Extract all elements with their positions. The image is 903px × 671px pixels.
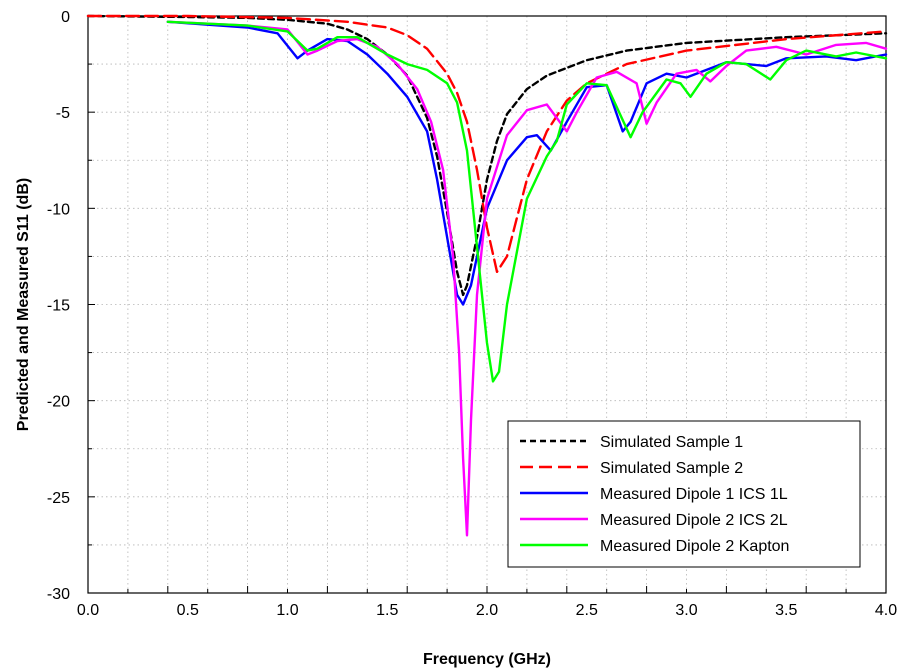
- x-tick-label: 0.0: [77, 602, 99, 619]
- legend-label: Simulated Sample 1: [600, 434, 743, 451]
- y-tick-label: -25: [47, 490, 70, 507]
- series-line-1: [86, 14, 888, 297]
- x-tick-label: 2.5: [576, 602, 598, 619]
- x-tick-label: 3.5: [775, 602, 797, 619]
- x-tick-label: 0.5: [177, 602, 199, 619]
- y-tick-label: -5: [56, 105, 70, 122]
- y-tick-label: 0: [61, 9, 70, 26]
- grid: [87, 15, 887, 594]
- series-line-4: [166, 20, 888, 537]
- x-tick-label: 4.0: [875, 602, 897, 619]
- y-tick-label: -30: [47, 586, 70, 603]
- series-line-5: [166, 20, 888, 383]
- series-line-3: [166, 20, 888, 306]
- legend-label: Measured Dipole 1 ICS 1L: [600, 486, 788, 503]
- x-tick-label: 3.0: [675, 602, 697, 619]
- x-axis-title: Frequency (GHz): [423, 651, 551, 668]
- axis-ticks: 0.0 0.5 1.0 1.5 2.0 2.5 3.0 3.5 4.0 0 -5 -10 -15 -20 -…: [47, 9, 897, 619]
- legend: Simulated Sample 1 Simulated Sample 2 Meas…: [507, 420, 861, 568]
- y-tick-label: -20: [47, 394, 70, 411]
- y-tick-label: -10: [47, 201, 70, 218]
- legend-label: Simulated Sample 2: [600, 460, 743, 477]
- y-tick-label: -15: [47, 298, 70, 315]
- x-tick-label: 2.0: [476, 602, 498, 619]
- series-lines: [86, 14, 888, 537]
- y-axis-title: Predicted and Measured S11 (dB): [15, 178, 32, 431]
- legend-label: Measured Dipole 2 Kapton: [600, 538, 789, 555]
- x-tick-label: 1.0: [276, 602, 298, 619]
- legend-label: Measured Dipole 2 ICS 2L: [600, 512, 788, 529]
- x-tick-label: 1.5: [376, 602, 398, 619]
